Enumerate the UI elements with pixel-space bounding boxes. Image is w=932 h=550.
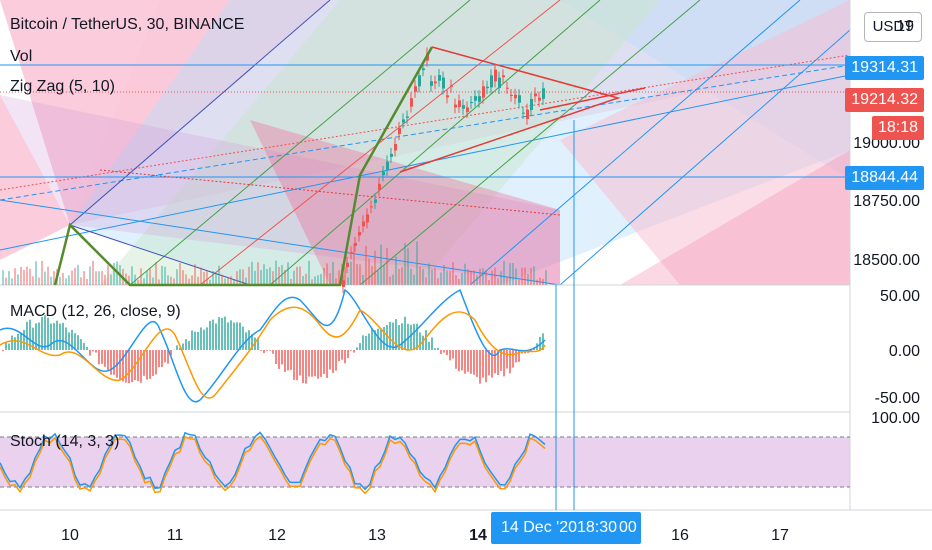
stoch-legend[interactable]: Stoch (14, 3, 3) (10, 433, 120, 450)
time-tick: 12 (268, 527, 286, 544)
time-tick: 10 (61, 527, 79, 544)
price-tick: 18750.00 (853, 193, 920, 210)
time-tick: 14 (469, 527, 487, 544)
drawing-fills (0, 0, 850, 285)
macd-tick: 50.00 (879, 288, 920, 305)
macd-histogram (2, 315, 544, 384)
volume-legend[interactable]: Vol (10, 48, 33, 65)
candlesticks (342, 47, 545, 293)
drawing-lines[interactable] (0, 0, 851, 286)
signal-line (0, 306, 546, 399)
currency-button[interactable]: USDT (864, 12, 922, 42)
price-label-blue: 19314.31 (845, 56, 924, 80)
price-tick: 19 (896, 18, 914, 35)
symbol-title[interactable]: Bitcoin / TetherUS, 30, BINANCE (10, 16, 245, 33)
stoch-k-line (0, 431, 546, 491)
stoch-band (0, 437, 850, 487)
time-tick: 16 (671, 527, 689, 544)
zigzag-line (53, 46, 434, 287)
macd-line (0, 288, 546, 403)
price-tick: 18500.00 (853, 252, 920, 269)
stoch-tick: 100.00 (871, 410, 920, 427)
countdown-label: 18:18 (871, 116, 924, 140)
time-tick: 17 (771, 527, 789, 544)
macd-legend[interactable]: MACD (12, 26, close, 9) (10, 303, 181, 320)
macd-tick: 0.00 (888, 343, 920, 360)
macd-tick: -50.00 (874, 390, 920, 407)
zigzag-legend[interactable]: Zig Zag (5, 10) (10, 78, 115, 95)
last-price-label: 19214.32 (845, 88, 924, 112)
crosshair-time: 18:30 (577, 519, 618, 536)
time-tick: 13 (368, 527, 386, 544)
crosshair-partial: 00 (619, 519, 637, 536)
stoch-d-line (0, 435, 546, 495)
crosshair-date: 14 Dec '20 (501, 519, 577, 536)
crosshair-date-label: 14 Dec '20 18:30 00 (491, 512, 641, 544)
price-label-blue-2: 18844.44 (845, 166, 924, 190)
time-tick: 11 (166, 527, 184, 544)
